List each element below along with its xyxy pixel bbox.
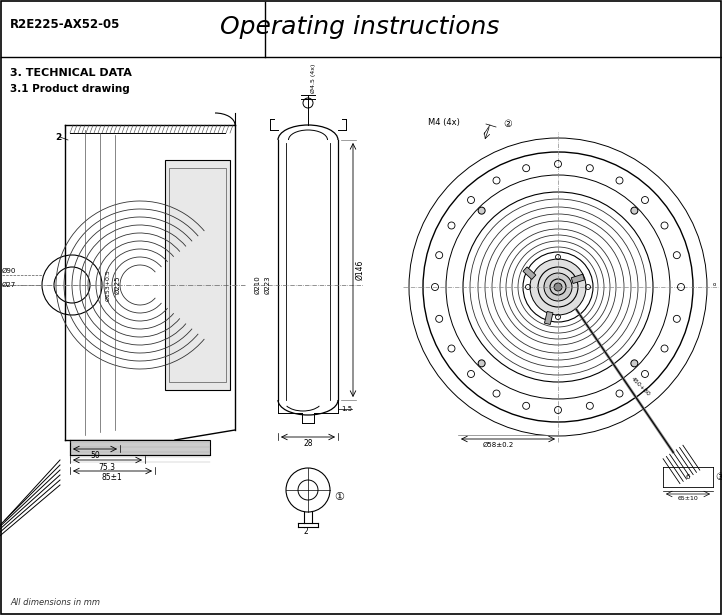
Text: Ø146: Ø146 (355, 260, 364, 280)
Text: Ø27: Ø27 (2, 282, 17, 288)
Text: 28: 28 (303, 438, 313, 448)
Text: 75.3: 75.3 (98, 462, 116, 472)
Text: Ø225: Ø225 (115, 276, 121, 294)
Text: 2: 2 (304, 528, 308, 536)
Text: 6: 6 (686, 474, 690, 480)
Circle shape (478, 207, 485, 214)
Bar (70, 440, 210, 455)
Text: R2E225-AX52-05: R2E225-AX52-05 (10, 18, 121, 31)
Text: ③: ③ (715, 472, 722, 482)
Circle shape (554, 283, 562, 291)
Text: Ø210: Ø210 (255, 276, 261, 295)
Bar (523, 267, 536, 279)
Text: 450+80: 450+80 (630, 376, 651, 397)
Text: M4 (4x): M4 (4x) (428, 117, 460, 127)
Circle shape (544, 273, 572, 301)
Text: Operating instructions: Operating instructions (220, 15, 500, 39)
Bar (165, 160, 230, 390)
Circle shape (530, 259, 586, 315)
Text: Ø153+0.5: Ø153+0.5 (105, 269, 110, 301)
Text: 1.5: 1.5 (341, 406, 352, 412)
Text: Ø223: Ø223 (265, 276, 271, 295)
Circle shape (631, 360, 638, 367)
Text: 65±10: 65±10 (678, 496, 698, 501)
Text: 2: 2 (55, 132, 61, 141)
Text: Ø90: Ø90 (2, 268, 17, 274)
Text: 3. TECHNICAL DATA: 3. TECHNICAL DATA (10, 68, 132, 78)
Text: ①: ① (334, 492, 344, 502)
Bar (571, 274, 585, 284)
Text: Ø4.5 (4x): Ø4.5 (4x) (311, 63, 316, 93)
Bar (169, 168, 226, 382)
Circle shape (631, 207, 638, 214)
Text: All dimensions in mm: All dimensions in mm (10, 598, 100, 607)
Circle shape (478, 360, 485, 367)
Bar (544, 311, 553, 325)
Text: 50: 50 (90, 451, 100, 461)
Text: Ø58±0.2: Ø58±0.2 (482, 442, 513, 448)
Text: 3.1 Product drawing: 3.1 Product drawing (10, 84, 130, 94)
Text: o: o (713, 282, 716, 287)
Text: ②: ② (503, 119, 512, 129)
Text: 85±1: 85±1 (102, 474, 122, 483)
